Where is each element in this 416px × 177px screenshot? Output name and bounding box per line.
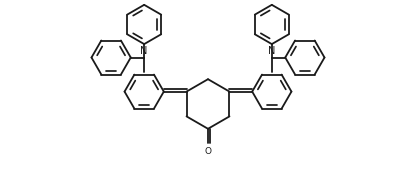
Text: N: N: [141, 47, 148, 56]
Text: O: O: [205, 147, 211, 156]
Text: N: N: [268, 47, 275, 56]
